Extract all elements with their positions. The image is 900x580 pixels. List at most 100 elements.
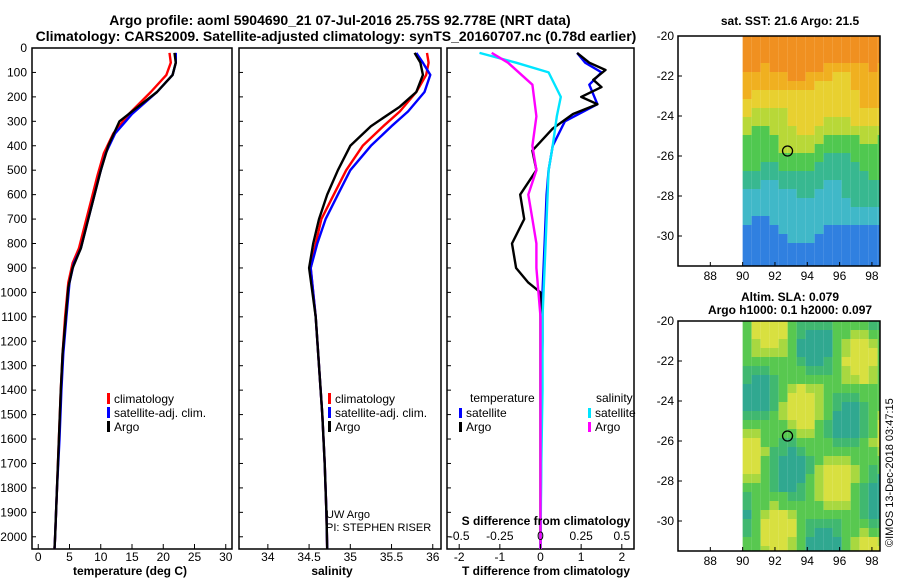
map-cell [868,99,878,108]
header-line-1: Argo profile: aoml 5904690_21 07-Jul-201… [109,12,570,28]
map-cell [742,72,752,81]
map-cell [769,447,779,456]
map-cell [787,72,797,81]
map-frame [677,320,881,552]
map-cell [877,483,880,492]
map-cell [841,126,851,135]
map-cell [823,198,833,207]
x-tick-label: 2 [618,550,625,564]
map-cell [760,492,770,501]
map-cell [814,537,824,546]
map-cell [787,117,797,126]
map-cell [751,252,761,261]
salinity-x-ticks: 34 34.5 35 35.5 36 [261,544,440,564]
map-cell [769,126,779,135]
map-cell [787,357,797,366]
map-cell [832,108,842,117]
map-cell [778,366,788,375]
map-cell [841,492,851,501]
map-cell [868,393,878,402]
map-cell [814,135,824,144]
map-cell [823,45,833,54]
map-cell [751,384,761,393]
map-cell [787,135,797,144]
map-cell [769,117,779,126]
map-cell [751,357,761,366]
map-cell [742,198,752,207]
map-cell [841,537,851,546]
map-cell [823,429,833,438]
map-cell [760,546,770,551]
map-cell [751,501,761,510]
map-cell [859,519,869,528]
map-cell [859,528,869,537]
map-cell [850,474,860,483]
map-cell [841,375,851,384]
map-cell [814,153,824,162]
map-cell [877,117,880,126]
map-cell [841,36,851,45]
map-cell [877,189,880,198]
map-cell [877,171,880,180]
map-cell [787,225,797,234]
map-cell [787,528,797,537]
map-cell [787,420,797,429]
map-cell [796,321,806,330]
map-cell [850,330,860,339]
map-cell [805,321,815,330]
map-cell [859,234,869,243]
map-cell [778,171,788,180]
map-cell [832,162,842,171]
map-cell [832,474,842,483]
map-cell [787,330,797,339]
map-cell [760,189,770,198]
map-cell [805,126,815,135]
map-cell [841,207,851,216]
map-cell [787,108,797,117]
map-cell [859,126,869,135]
map-cell [805,429,815,438]
map-cell [850,375,860,384]
map-cell [787,63,797,72]
map-cell [742,528,752,537]
imos-watermark: ©IMOS 13-Dec-2018 03:47:15 [884,398,896,547]
map-cell [841,153,851,162]
map-cell [823,63,833,72]
map-cell [823,474,833,483]
map-cell [760,510,770,519]
map-cell [787,438,797,447]
map-cell [814,384,824,393]
map-cell [796,171,806,180]
legend-swatch-argo [107,421,110,432]
map-cell [742,483,752,492]
map-cell [868,429,878,438]
map-cell [814,90,824,99]
map-cell [796,528,806,537]
legend-swatch-climatology [328,393,331,404]
map-cell [796,198,806,207]
map-cell [805,357,815,366]
map-cell [769,402,779,411]
map-cell [859,261,869,266]
x-tick-label: 36 [426,550,440,564]
legend-salinity-title: salinity [596,391,633,405]
map-cell [868,537,878,546]
map-cell [868,474,878,483]
map-cell [787,348,797,357]
map-cell [742,144,752,153]
map-cell [751,402,761,411]
map-cell [805,438,815,447]
map-cell [877,153,880,162]
map-cell [760,99,770,108]
map-cell [787,465,797,474]
map-cell [760,63,770,72]
map-cell [805,216,815,225]
map-cell [868,36,878,45]
map-cell [751,519,761,528]
map-cell [877,393,880,402]
map-cell [814,447,824,456]
depth-tick-label: 600 [7,188,27,202]
map-cell [841,81,851,90]
map-cell [832,402,842,411]
legend-temperature-title: temperature [470,391,535,405]
